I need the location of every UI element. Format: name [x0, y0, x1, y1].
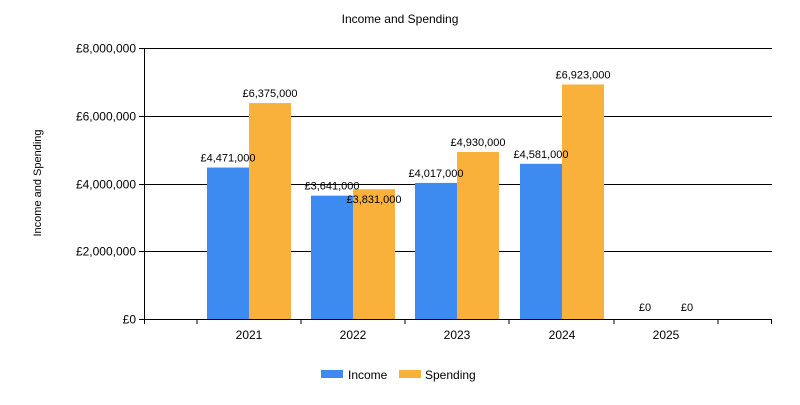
- legend-swatch-income: [321, 370, 343, 378]
- x-tick-label: 2023: [444, 328, 471, 342]
- legend-label-spending: Spending: [425, 368, 476, 382]
- bar-income-2024: [520, 163, 562, 319]
- y-tick-label: £2,000,000: [76, 245, 136, 259]
- data-label-income-2023: £4,017,000: [408, 168, 463, 180]
- y-tick-label: £6,000,000: [76, 110, 136, 124]
- chart-title: Income and Spending: [342, 12, 459, 26]
- bar-income-2021: [207, 167, 249, 319]
- y-tick-label: £8,000,000: [76, 42, 136, 56]
- data-label-spending-2024: £6,923,000: [555, 69, 610, 81]
- data-label-spending-2023: £4,930,000: [450, 137, 505, 149]
- x-tick-label: 2025: [653, 328, 680, 342]
- y-axis-title: Income and Spending: [32, 129, 44, 236]
- data-label-spending-2022: £3,831,000: [346, 194, 401, 206]
- data-label-income-2021: £4,471,000: [200, 153, 255, 165]
- bar-income-2023: [415, 182, 457, 319]
- axes: £0 £2,000,000 £4,000,000 £6,000,000 £8,000,0…: [76, 42, 772, 342]
- x-tick-label: 2024: [549, 328, 576, 342]
- data-label-income-2024: £4,581,000: [513, 149, 568, 161]
- bar-spending-2022: [353, 189, 395, 319]
- bar-spending-2024: [562, 84, 604, 320]
- data-label-income-2025: £0: [639, 302, 651, 314]
- x-tick-label: 2021: [236, 328, 263, 342]
- legend-swatch-spending: [399, 370, 421, 378]
- legend-label-income: Income: [348, 368, 388, 382]
- y-tick-label: £4,000,000: [76, 178, 136, 192]
- data-label-spending-2025: £0: [681, 302, 693, 314]
- legend: Income Spending: [321, 368, 476, 382]
- value-labels: £4,471,000 £3,641,000 £4,017,000 £4,581,000…: [200, 69, 693, 314]
- data-label-income-2022: £3,641,000: [304, 181, 359, 193]
- bar-income-2022: [311, 195, 353, 319]
- y-tick-label: £0: [123, 313, 137, 327]
- bars: [207, 84, 604, 320]
- bar-spending-2021: [249, 103, 291, 319]
- data-label-spending-2021: £6,375,000: [242, 88, 297, 100]
- x-tick-label: 2022: [340, 328, 367, 342]
- bar-spending-2023: [457, 151, 499, 319]
